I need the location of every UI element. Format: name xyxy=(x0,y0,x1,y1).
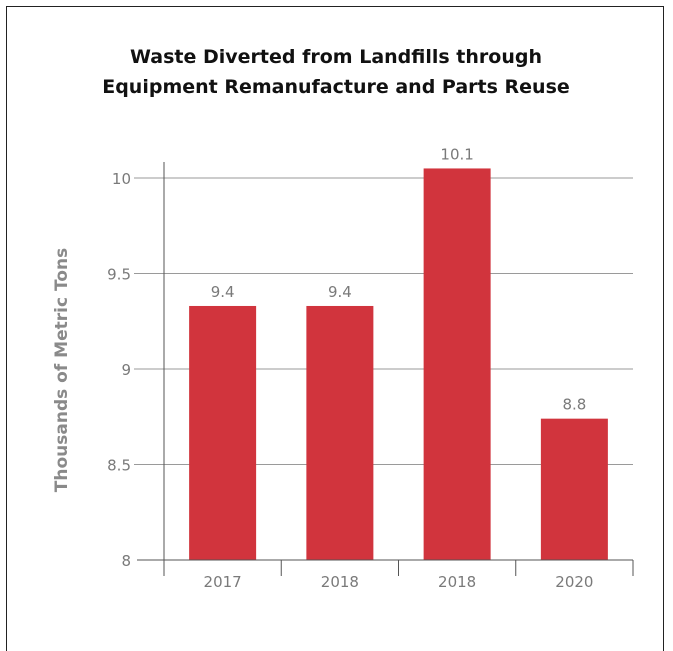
y-tick-label: 10 xyxy=(112,170,131,188)
data-label: 10.1 xyxy=(440,145,473,163)
axes xyxy=(137,162,634,576)
chart-title-line-1: Waste Diverted from Landfills through xyxy=(130,46,542,68)
y-tick-label: 8 xyxy=(121,552,131,570)
bar xyxy=(306,305,374,560)
x-tick-label: 2017 xyxy=(204,573,242,591)
y-tick-labels: 8 8.5 9 9.5 10 xyxy=(107,170,131,570)
bar xyxy=(189,305,257,560)
data-label: 9.4 xyxy=(328,283,352,301)
data-label: 9.4 xyxy=(211,283,235,301)
y-axis-label: Thousands of Metric Tons xyxy=(52,248,72,492)
bars xyxy=(189,168,608,560)
chart-frame xyxy=(6,6,664,651)
chart-title-line-2: Equipment Remanufacture and Parts Reuse xyxy=(102,76,570,98)
data-label: 8.8 xyxy=(562,396,586,414)
y-tick-label: 8.5 xyxy=(107,457,131,475)
y-tick-label: 9.5 xyxy=(107,266,131,284)
bar xyxy=(423,168,491,560)
data-labels: 9.4 9.4 10.1 8.8 xyxy=(211,145,587,413)
x-tick-label: 2020 xyxy=(555,573,593,591)
x-tick-label: 2018 xyxy=(438,573,476,591)
x-tick-labels: 2017 2018 2018 2020 xyxy=(204,573,594,591)
x-tick-label: 2018 xyxy=(321,573,359,591)
bar xyxy=(540,418,608,560)
y-tick-label: 9 xyxy=(121,361,131,379)
chart-title: Waste Diverted from Landfills through Eq… xyxy=(36,42,636,102)
